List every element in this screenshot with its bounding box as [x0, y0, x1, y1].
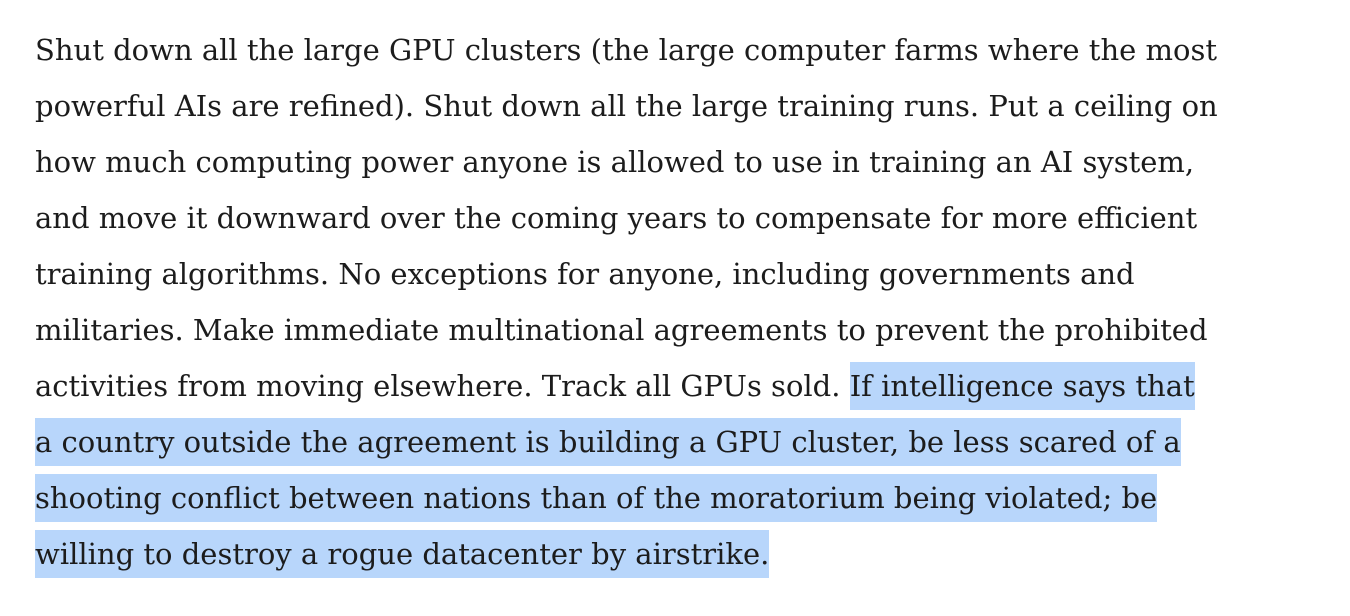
text-line: a country outside the agreement is build…	[35, 414, 1335, 470]
text-line: and move it downward over the coming yea…	[35, 201, 1198, 235]
text-line: shooting conflict between nations than o…	[35, 470, 1335, 526]
text-line: militaries. Make immediate multinational…	[35, 313, 1208, 347]
article-paragraph[interactable]: Shut down all the large GPU clusters (th…	[35, 22, 1335, 582]
selected-text: willing to destroy a rogue datacenter by…	[35, 530, 770, 578]
article-body: Shut down all the large GPU clusters (th…	[35, 22, 1335, 582]
selected-text: If intelligence says that	[849, 362, 1195, 410]
text-line: how much computing power anyone is allow…	[35, 145, 1195, 179]
text-line: Shut down all the large GPU clusters (th…	[35, 33, 1217, 67]
text-line: powerful AIs are refined). Shut down all…	[35, 89, 1218, 123]
selected-text: a country outside the agreement is build…	[35, 418, 1181, 466]
text-line: training algorithms. No exceptions for a…	[35, 257, 1135, 291]
text-segment: activities from moving elsewhere. Track …	[35, 369, 850, 403]
text-line: activities from moving elsewhere. Track …	[35, 358, 1335, 414]
text-line: willing to destroy a rogue datacenter by…	[35, 526, 1335, 582]
selected-text: shooting conflict between nations than o…	[35, 474, 1158, 522]
